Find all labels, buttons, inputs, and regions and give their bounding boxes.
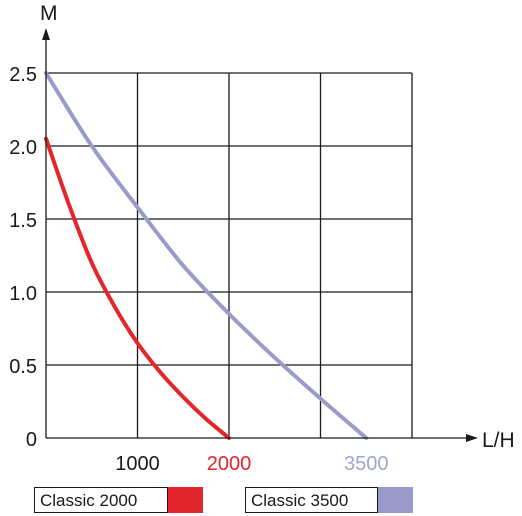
y-tick-label: 2.0 xyxy=(9,137,37,159)
y-tick-label: 0 xyxy=(26,429,37,451)
y-tick-label: 0.5 xyxy=(9,356,37,378)
series-lines xyxy=(44,71,369,440)
legend-swatch-classic-3500 xyxy=(378,487,413,513)
y-tick-labels: 0 0.5 1.0 1.5 2.0 2.5 xyxy=(9,64,37,451)
series-line-classic-2000 xyxy=(44,136,231,440)
x-tick-label: 2000 xyxy=(207,453,252,475)
x-tick-label: 3500 xyxy=(344,453,389,475)
legend-item-classic-3500: Classic 3500 xyxy=(245,487,378,513)
legend-swatch-classic-2000 xyxy=(168,487,203,513)
y-axis-title: M xyxy=(40,2,58,25)
x-tick-labels: 1000 2000 3500 xyxy=(115,453,388,475)
y-tick-label: 2.5 xyxy=(9,64,37,86)
y-tick-label: 1.0 xyxy=(9,283,37,305)
legend-label-classic-2000: Classic 2000 xyxy=(40,491,138,510)
grid xyxy=(46,72,413,438)
y-axis-arrow-icon xyxy=(42,28,50,40)
x-axis-arrow-icon xyxy=(466,434,478,442)
series-line-classic-3500 xyxy=(44,71,369,440)
x-axis-title: L/H xyxy=(482,429,515,452)
legend-item-classic-2000: Classic 2000 xyxy=(34,487,168,513)
axes: M L/H xyxy=(40,2,515,452)
x-tick-label: 1000 xyxy=(115,453,160,475)
legend-label-classic-3500: Classic 3500 xyxy=(251,491,349,510)
y-tick-label: 1.5 xyxy=(9,210,37,232)
